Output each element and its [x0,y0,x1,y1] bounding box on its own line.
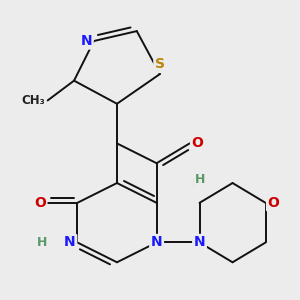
Text: S: S [155,57,165,71]
Text: H: H [34,236,45,249]
Text: H: H [192,176,203,190]
Text: N: N [194,236,205,250]
Text: H: H [37,236,48,249]
Text: H: H [195,173,205,186]
Text: N: N [81,34,92,48]
Text: O: O [268,196,279,210]
Text: N: N [151,236,162,250]
Text: CH₃: CH₃ [21,94,45,107]
Text: O: O [34,196,46,210]
Text: O: O [192,136,203,150]
Text: N: N [64,236,76,250]
